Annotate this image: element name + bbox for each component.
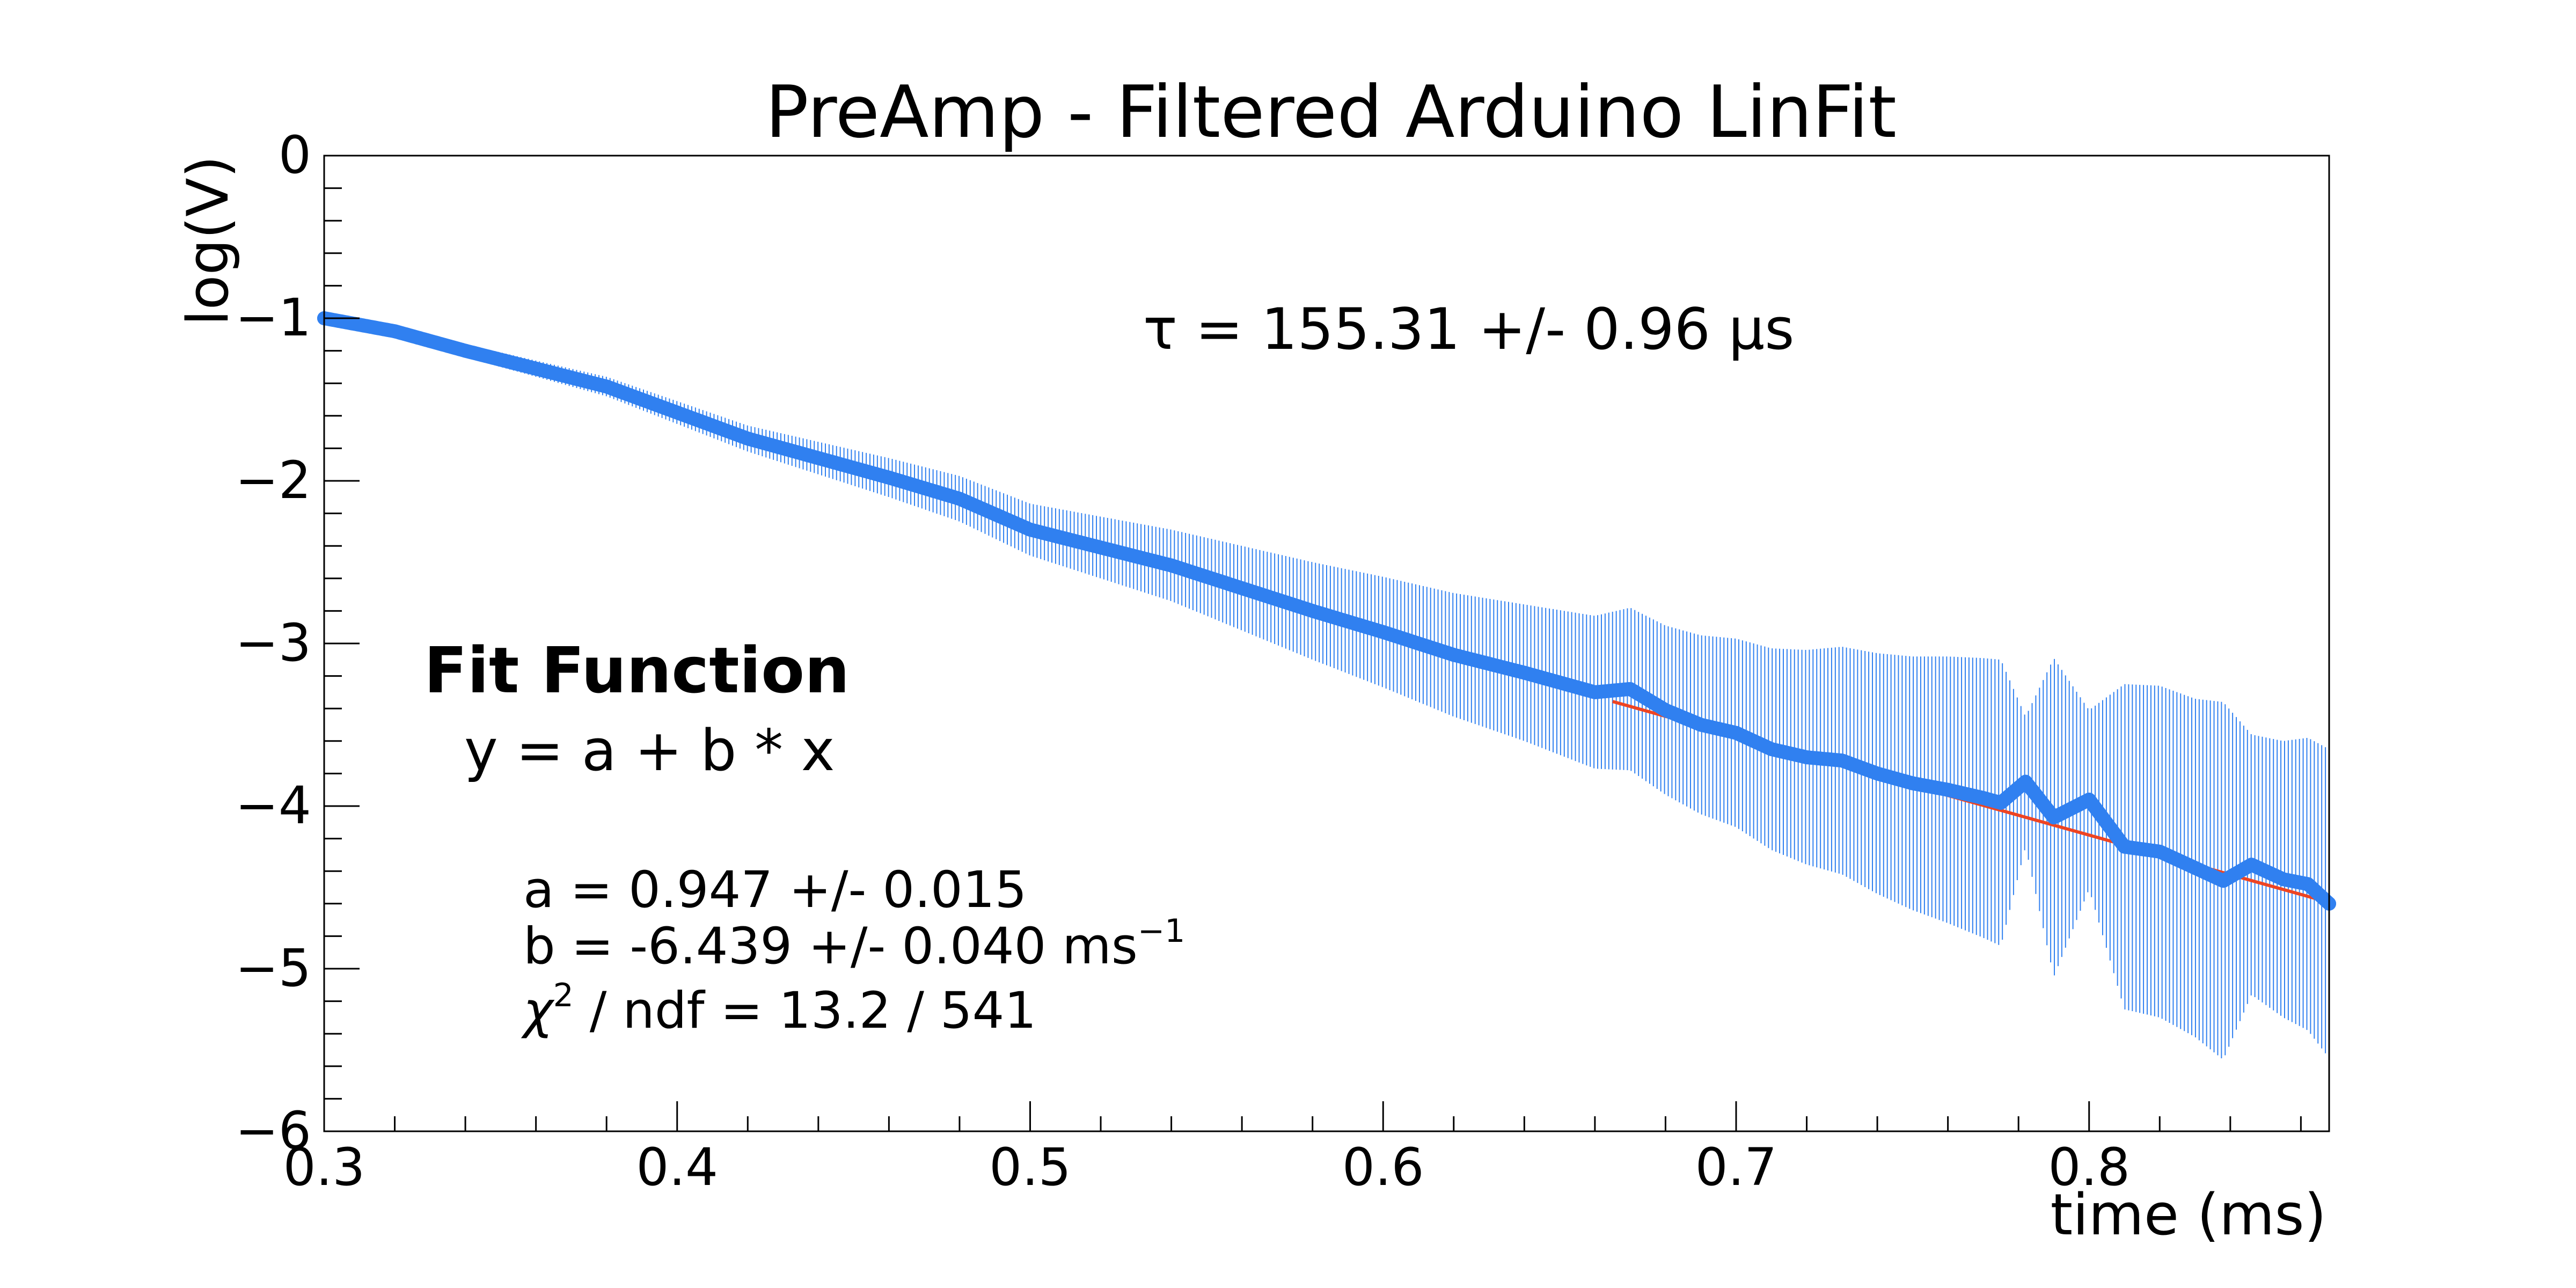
data-point: [1658, 703, 1673, 718]
y-tick-label: −5: [235, 938, 311, 998]
data-point: [1870, 766, 1885, 781]
chi2-ndf: χ2 / ndf = 13.2 / 541: [521, 977, 1036, 1040]
data-point: [1905, 776, 1920, 791]
data-point: [2153, 844, 2167, 859]
data-point: [1023, 522, 1037, 537]
param-a: a = 0.947 +/- 0.015: [523, 861, 1027, 919]
data-point: [1587, 685, 1602, 699]
data-point: [1764, 742, 1779, 756]
data-point: [952, 492, 967, 506]
data-point: [1305, 604, 1320, 618]
data-point: [1446, 648, 1461, 662]
data-point: [1376, 625, 1391, 639]
data-point: [458, 343, 473, 358]
x-axis-label: time (ms): [2051, 1182, 2326, 1248]
data-point: [1994, 795, 2008, 810]
x-tick-label: 0.5: [989, 1137, 1071, 1197]
data-point: [1976, 791, 1990, 805]
data-point: [529, 361, 543, 376]
axis-ticks: [323, 155, 2302, 1132]
data-point: [2046, 810, 2061, 825]
y-tick-label: −4: [235, 775, 311, 836]
x-tick-label: 0.3: [283, 1137, 365, 1197]
data-point: [1835, 753, 1849, 768]
data-point: [741, 431, 755, 446]
param-b: b = -6.439 +/- 0.040 ms−1: [523, 912, 1185, 976]
data-point: [599, 379, 614, 394]
data-point: [2216, 874, 2230, 888]
y-axis-label: log(V): [175, 156, 241, 326]
data-point: [387, 324, 402, 339]
y-tick-label: −2: [235, 450, 311, 510]
y-tick-label: −6: [235, 1101, 311, 1161]
data-point: [2188, 861, 2202, 875]
chart-title: PreAmp - Filtered Arduino LinFit: [765, 70, 1897, 154]
data-point: [1517, 665, 1532, 680]
param-b-exponent: −1: [1138, 912, 1185, 950]
data-point: [1799, 750, 1814, 765]
data-point: [1094, 540, 1108, 555]
error-bars: [324, 314, 2330, 1059]
chi2-symbol: χ: [521, 982, 555, 1040]
tick-labels: 0.3 0.4 0.5 0.6 0.7 0.8 0 −1 −2 −3 −4 −5 −6: [235, 125, 2130, 1197]
data-point: [2082, 792, 2096, 807]
fit-function-heading: Fit Function: [424, 633, 850, 707]
chi2-rest: / ndf = 13.2 / 541: [574, 982, 1036, 1040]
x-tick-label: 0.7: [1695, 1137, 1777, 1197]
param-b-text: b = -6.439 +/- 0.040 ms: [523, 917, 1138, 976]
x-tick-label: 0.4: [636, 1137, 718, 1197]
data-point: [670, 405, 684, 420]
data-point: [1941, 782, 1955, 797]
data-point: [2276, 872, 2290, 887]
tau-annotation: τ = 155.31 +/- 0.96 μs: [1143, 296, 1794, 362]
data-point: [2301, 877, 2315, 891]
y-tick-label: 0: [279, 125, 311, 185]
data-point: [1729, 726, 1743, 740]
x-tick-label: 0.6: [1342, 1137, 1424, 1197]
data-points: [317, 311, 2336, 911]
y-tick-label: −1: [235, 288, 311, 348]
data-point: [1694, 718, 1708, 732]
data-point: [1623, 682, 1637, 696]
data-point: [2018, 774, 2033, 789]
data-point: [882, 470, 896, 485]
data-point: [1235, 581, 1249, 595]
data-point: [1164, 558, 1179, 573]
data-point: [811, 451, 825, 465]
data-point: [2117, 839, 2132, 854]
chi2-exponent: 2: [553, 977, 574, 1014]
y-tick-label: −3: [235, 613, 311, 673]
data-point: [2244, 858, 2259, 872]
x-tick-label: 0.8: [2048, 1137, 2130, 1197]
fit-function-formula: y = a + b * x: [464, 718, 835, 784]
